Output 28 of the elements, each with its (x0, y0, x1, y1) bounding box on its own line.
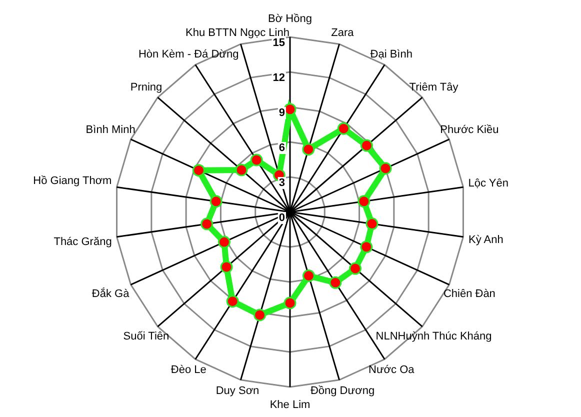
spoke-label: Khu BTTN Ngọc Linh (186, 27, 290, 40)
y-tick-label: 0 (278, 212, 285, 224)
spoke-label: Triêm Tây (409, 81, 459, 94)
spoke-label: Đèo Le (170, 364, 206, 376)
y-tick-label: 9 (278, 107, 285, 120)
spoke-label: Đại Bình (370, 48, 412, 60)
spoke-label: Bờ Hồng (268, 13, 312, 26)
spoke-label: Suối Tiên (123, 330, 170, 343)
y-tick-label: 15 (272, 37, 285, 50)
spoke-label: Nước Oa (368, 364, 416, 376)
y-tick-label: 12 (272, 72, 285, 84)
spoke-label: Chiên Đàn (443, 288, 496, 300)
spoke-label: Thác Grăng (54, 236, 112, 248)
spoke-label: NLNHuỳnh Thúc Kháng (376, 330, 492, 343)
spoke-label: Khe Lim (270, 399, 310, 412)
spoke-label: Hồ Giang Thơm (33, 174, 112, 187)
y-tick-label: 3 (278, 177, 285, 190)
spoke-label: Bình Minh (86, 124, 136, 136)
spoke-label: Hòn Kèm - Đá Dừng (138, 48, 239, 60)
spoke-label: Duy Sơn (216, 384, 260, 397)
spoke-label: Kỳ Anh (468, 234, 504, 246)
spoke-label: Phước Kiều (440, 124, 499, 136)
spoke-label: Prning (130, 81, 162, 94)
spoke-label: Đắk Gà (92, 286, 130, 300)
spoke-label: Zara (331, 27, 355, 40)
spoke-label: Đồng Dương (310, 384, 375, 397)
y-tick-label: 6 (278, 142, 285, 154)
spoke-label: Lộc Yên (468, 178, 508, 190)
